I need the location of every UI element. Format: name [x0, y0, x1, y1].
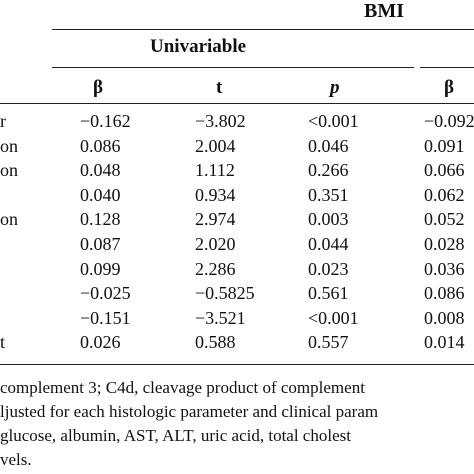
- cell-t: 2.004: [195, 135, 236, 156]
- cell-t: 2.286: [195, 258, 236, 279]
- table-row: −0.025 −0.5825 0.561 0.086: [0, 283, 474, 308]
- header-rule-bottom: [0, 103, 474, 104]
- cell-beta: 0.099: [80, 258, 121, 279]
- column-header-t: t: [216, 77, 223, 98]
- cell-p: 0.046: [308, 135, 349, 156]
- table-row: on 0.086 2.004 0.046 0.091: [0, 136, 474, 161]
- cell-beta: 0.026: [80, 332, 121, 353]
- cell-beta-2: 0.014: [424, 332, 465, 353]
- cell-beta: 0.040: [80, 184, 121, 205]
- row-label: on: [0, 160, 18, 181]
- table-rule-bottom: [0, 364, 474, 365]
- cell-beta-2: 0.052: [424, 209, 465, 230]
- header-rule-top: [52, 29, 474, 30]
- cell-beta-2: 0.062: [424, 184, 465, 205]
- cell-beta-2: 0.066: [424, 160, 465, 181]
- row-label: on: [0, 209, 18, 230]
- cell-t: −0.5825: [195, 283, 255, 304]
- table-row: −0.151 −3.521 <0.001 0.008: [0, 308, 474, 333]
- cell-t: 2.974: [195, 209, 236, 230]
- cell-beta-2: −0.092: [424, 111, 474, 131]
- cell-beta: 0.087: [80, 234, 121, 254]
- footnote-line: vels.: [0, 450, 32, 469]
- cell-beta: −0.151: [80, 307, 131, 328]
- cell-beta: 0.048: [80, 160, 121, 181]
- cell-beta-2: 0.028: [424, 234, 465, 254]
- cell-t: 0.588: [195, 332, 236, 353]
- subgroup-header-univariable: Univariable: [150, 36, 247, 57]
- column-header-beta: β: [93, 77, 104, 98]
- footnote-line: complement 3; C4d, cleavage product of c…: [0, 378, 365, 397]
- cell-beta-2: 0.008: [424, 307, 465, 328]
- cell-p: <0.001: [308, 111, 359, 131]
- cell-t: −3.521: [195, 307, 246, 328]
- column-header-p: p: [330, 77, 340, 98]
- row-label: r: [0, 111, 6, 131]
- group-header-bmi: BMI: [364, 0, 404, 22]
- cell-p: 0.351: [308, 184, 349, 205]
- cell-p: 0.003: [308, 209, 349, 230]
- cell-beta-2: 0.086: [424, 283, 465, 304]
- cell-p: 0.044: [308, 234, 349, 254]
- table-row: r −0.162 −3.802 <0.001 −0.092: [0, 111, 474, 136]
- table-row: 0.040 0.934 0.351 0.062: [0, 185, 474, 210]
- cell-t: 2.020: [195, 234, 236, 254]
- header-rule-univariable: [52, 67, 414, 68]
- cell-beta-2: 0.091: [424, 135, 465, 156]
- cell-beta: 0.128: [80, 209, 121, 230]
- cell-t: 1.112: [195, 160, 235, 181]
- cell-p: <0.001: [308, 307, 359, 328]
- column-header-beta-2: β: [444, 77, 455, 98]
- row-label: t: [0, 332, 6, 353]
- cell-beta: −0.025: [80, 283, 131, 304]
- cell-p: 0.557: [308, 332, 349, 353]
- footnote-line: glucose, albumin, AST, ALT, uric acid, t…: [0, 426, 351, 445]
- table-row: on 0.128 2.974 0.003 0.052: [0, 209, 474, 234]
- cell-beta: 0.086: [80, 135, 121, 156]
- row-label: on: [0, 135, 18, 156]
- cell-p: 0.023: [308, 258, 349, 279]
- cell-t: −3.802: [195, 111, 246, 131]
- header-rule-multivariable: [420, 67, 474, 68]
- table-row: on 0.048 1.112 0.266 0.066: [0, 160, 474, 185]
- table-row: 0.099 2.286 0.023 0.036: [0, 259, 474, 284]
- cell-beta-2: 0.036: [424, 258, 465, 279]
- cell-p: 0.561: [308, 283, 349, 304]
- table-row: t 0.026 0.588 0.557 0.014: [0, 332, 474, 357]
- footnote-line: ljusted for each histologic parameter an…: [0, 402, 379, 421]
- cell-beta: −0.162: [80, 111, 131, 131]
- cell-t: 0.934: [195, 184, 236, 205]
- table-row: 0.087 2.020 0.044 0.028: [0, 234, 474, 259]
- cell-p: 0.266: [308, 160, 349, 181]
